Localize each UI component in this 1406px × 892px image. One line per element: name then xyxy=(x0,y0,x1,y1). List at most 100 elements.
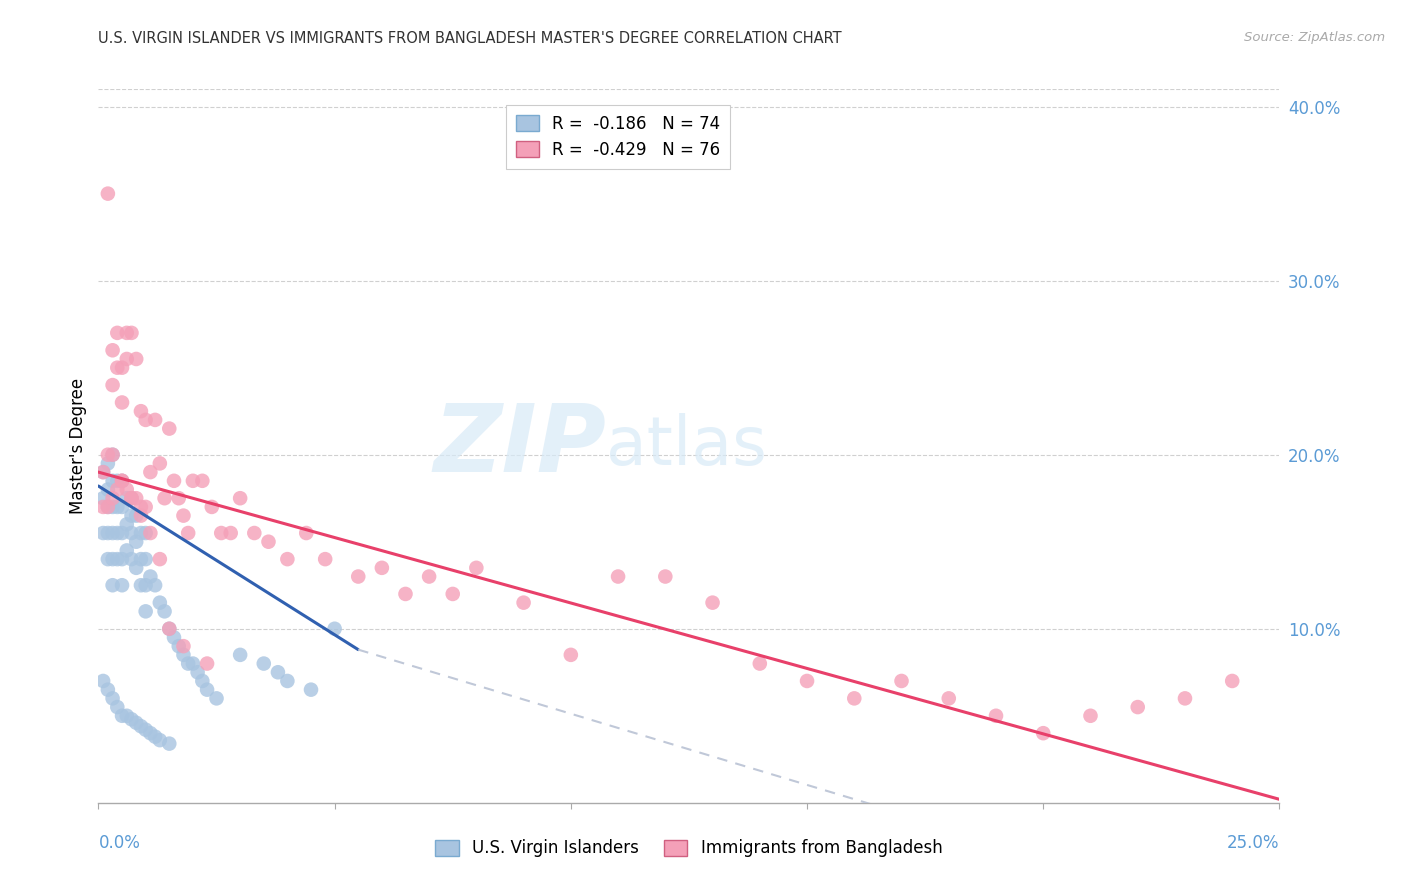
Point xyxy=(111,395,134,409)
Point xyxy=(748,657,770,671)
Point xyxy=(111,474,134,488)
Point xyxy=(105,360,128,375)
Point xyxy=(135,723,157,737)
Point xyxy=(276,673,298,688)
Point xyxy=(101,491,124,506)
Point xyxy=(101,578,124,592)
Point xyxy=(149,552,172,566)
Point xyxy=(101,526,124,541)
Point xyxy=(257,534,280,549)
Point xyxy=(143,578,166,592)
Point xyxy=(121,491,143,506)
Point xyxy=(229,491,252,506)
Point xyxy=(125,491,148,506)
Point xyxy=(139,569,162,583)
Point xyxy=(153,491,176,506)
Text: 25.0%: 25.0% xyxy=(1227,834,1279,852)
Point xyxy=(121,326,143,340)
Point xyxy=(105,700,128,714)
Point xyxy=(115,483,138,497)
Text: U.S. VIRGIN ISLANDER VS IMMIGRANTS FROM BANGLADESH MASTER'S DEGREE CORRELATION C: U.S. VIRGIN ISLANDER VS IMMIGRANTS FROM … xyxy=(98,31,842,46)
Point xyxy=(115,351,138,366)
Point xyxy=(135,500,157,514)
Point xyxy=(97,483,120,497)
Point xyxy=(97,526,120,541)
Point xyxy=(115,543,138,558)
Point xyxy=(323,622,346,636)
Point xyxy=(111,552,134,566)
Point xyxy=(201,500,224,514)
Legend: U.S. Virgin Islanders, Immigrants from Bangladesh: U.S. Virgin Islanders, Immigrants from B… xyxy=(427,831,950,866)
Point xyxy=(512,596,534,610)
Point xyxy=(97,500,120,514)
Point xyxy=(111,578,134,592)
Point xyxy=(157,622,180,636)
Point xyxy=(149,457,172,471)
Point xyxy=(105,526,128,541)
Point xyxy=(139,465,162,479)
Point xyxy=(135,413,157,427)
Point xyxy=(111,500,134,514)
Point xyxy=(91,673,114,688)
Point xyxy=(101,378,124,392)
Point xyxy=(135,552,157,566)
Point xyxy=(191,474,214,488)
Point xyxy=(149,596,172,610)
Point xyxy=(163,631,186,645)
Point xyxy=(1080,708,1102,723)
Point xyxy=(984,708,1007,723)
Point xyxy=(191,673,214,688)
Point xyxy=(139,726,162,740)
Point xyxy=(105,483,128,497)
Point xyxy=(115,517,138,532)
Point xyxy=(314,552,336,566)
Point xyxy=(129,500,152,514)
Point xyxy=(121,491,143,506)
Point xyxy=(91,491,114,506)
Point xyxy=(135,526,157,541)
Point xyxy=(205,691,228,706)
Point xyxy=(129,719,152,733)
Point xyxy=(219,526,242,541)
Point xyxy=(938,691,960,706)
Point xyxy=(209,526,232,541)
Point xyxy=(299,682,322,697)
Point xyxy=(91,465,114,479)
Point xyxy=(229,648,252,662)
Point xyxy=(371,561,394,575)
Point xyxy=(167,639,190,653)
Point xyxy=(172,639,194,653)
Point xyxy=(157,737,180,751)
Point xyxy=(1220,673,1243,688)
Point xyxy=(121,526,143,541)
Point xyxy=(177,526,200,541)
Point xyxy=(111,474,134,488)
Text: atlas: atlas xyxy=(606,413,768,479)
Point xyxy=(129,508,152,523)
Point xyxy=(135,604,157,618)
Point xyxy=(163,474,186,488)
Point xyxy=(97,448,120,462)
Point xyxy=(172,508,194,523)
Point xyxy=(654,569,676,583)
Point xyxy=(105,552,128,566)
Text: 0.0%: 0.0% xyxy=(98,834,141,852)
Point xyxy=(143,730,166,744)
Point xyxy=(125,561,148,575)
Point xyxy=(121,712,143,726)
Point xyxy=(129,578,152,592)
Point xyxy=(157,622,180,636)
Point xyxy=(101,500,124,514)
Point xyxy=(295,526,318,541)
Point xyxy=(1174,691,1197,706)
Point xyxy=(115,708,138,723)
Point xyxy=(844,691,866,706)
Point xyxy=(267,665,290,680)
Point xyxy=(101,474,124,488)
Point xyxy=(276,552,298,566)
Point xyxy=(347,569,370,583)
Point xyxy=(796,673,818,688)
Point xyxy=(129,404,152,418)
Point xyxy=(111,708,134,723)
Point xyxy=(91,500,114,514)
